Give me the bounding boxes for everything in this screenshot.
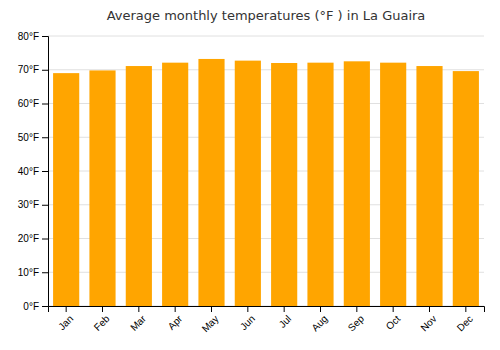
bar xyxy=(198,59,224,306)
x-tick-mark xyxy=(66,306,67,312)
y-tick-label: 10°F xyxy=(18,267,39,278)
x-tick-mark xyxy=(429,306,430,312)
x-tick: Jan xyxy=(56,306,75,332)
y-tick: 0°F xyxy=(23,301,48,312)
y-tick-mark xyxy=(42,239,48,240)
x-tick-mark xyxy=(356,306,357,312)
bar xyxy=(162,63,188,306)
y-tick: 40°F xyxy=(18,166,48,177)
y-tick: 20°F xyxy=(18,233,48,244)
x-axis: Jan Feb Mar Apr May Jun Jul Aug Sep Oct Nov Dec xyxy=(49,306,485,334)
y-tick-label: 20°F xyxy=(18,233,39,244)
y-tick-label: 60°F xyxy=(18,98,39,109)
grid xyxy=(48,36,484,306)
y-tick-mark xyxy=(42,104,48,105)
x-tick-mark xyxy=(284,306,285,312)
bar xyxy=(453,71,479,306)
x-tick-label: Dec xyxy=(455,313,475,333)
y-tick-label: 0°F xyxy=(23,301,39,312)
x-axis-line xyxy=(49,307,485,313)
bar xyxy=(235,61,261,306)
y-tick: 60°F xyxy=(18,98,48,109)
bars xyxy=(53,59,479,306)
bar xyxy=(380,63,406,306)
chart: 0°F 10°F 20°F 30°F 40°F 50°F 60°F 70°F 80°F Jan Fe… xyxy=(0,0,500,350)
x-tick-mark xyxy=(247,306,248,312)
bar xyxy=(416,66,442,306)
bar xyxy=(89,70,115,306)
bar xyxy=(307,63,333,306)
x-tick: Nov xyxy=(418,306,438,333)
grid-line xyxy=(48,36,484,37)
x-tick-label: May xyxy=(200,313,221,334)
y-tick-mark xyxy=(42,306,48,307)
y-tick: 70°F xyxy=(18,64,48,75)
x-tick-label: Aug xyxy=(309,313,329,333)
x-tick: Sep xyxy=(346,306,367,333)
x-tick-label: Nov xyxy=(418,313,438,333)
x-tick: Dec xyxy=(455,306,475,333)
x-tick-label: Sep xyxy=(346,313,367,334)
x-tick-label: Jul xyxy=(277,313,294,330)
y-tick-label: 40°F xyxy=(18,166,39,177)
y-tick-mark xyxy=(42,272,48,273)
bar xyxy=(344,61,370,306)
x-tick-label: Apr xyxy=(166,313,185,332)
x-tick-label: Feb xyxy=(92,313,112,333)
y-tick: 30°F xyxy=(18,199,48,210)
y-axis-line xyxy=(42,37,49,307)
x-tick: Feb xyxy=(92,306,112,333)
y-tick: 80°F xyxy=(18,31,48,42)
x-tick: Jun xyxy=(238,306,257,332)
x-tick-label: Mar xyxy=(128,313,148,333)
y-tick-mark xyxy=(42,205,48,206)
x-tick-mark xyxy=(211,306,212,312)
x-tick-mark xyxy=(138,306,139,312)
x-tick-mark xyxy=(102,306,103,312)
y-tick-label: 50°F xyxy=(18,132,39,143)
bar xyxy=(271,63,297,306)
x-tick: Jul xyxy=(277,306,294,330)
y-tick-label: 80°F xyxy=(18,31,39,42)
y-tick-mark xyxy=(42,36,48,37)
y-axis: 0°F 10°F 20°F 30°F 40°F 50°F 60°F 70°F 80°F xyxy=(18,31,49,312)
x-tick: Apr xyxy=(166,306,185,332)
x-tick-mark xyxy=(320,306,321,312)
x-tick-label: Jun xyxy=(238,313,257,332)
x-tick-label: Oct xyxy=(384,313,403,332)
x-tick-mark xyxy=(465,306,466,312)
y-tick-mark xyxy=(42,137,48,138)
y-tick-mark xyxy=(42,171,48,172)
bar xyxy=(53,73,79,306)
x-tick: May xyxy=(200,306,221,334)
x-tick: Mar xyxy=(128,306,148,333)
x-tick: Oct xyxy=(384,306,403,332)
x-tick-mark xyxy=(175,306,176,312)
y-tick-label: 70°F xyxy=(18,64,39,75)
y-tick-label: 30°F xyxy=(18,199,39,210)
plot: 0°F 10°F 20°F 30°F 40°F 50°F 60°F 70°F 80°F Jan Fe… xyxy=(18,31,485,335)
y-tick: 50°F xyxy=(18,132,48,143)
x-tick-mark xyxy=(393,306,394,312)
title: Average monthly temperatures (°F ) in La… xyxy=(107,8,426,23)
x-tick: Aug xyxy=(309,306,329,333)
x-tick-label: Jan xyxy=(56,313,75,332)
bar xyxy=(126,66,152,306)
y-tick-mark xyxy=(42,70,48,71)
y-tick: 10°F xyxy=(18,267,48,278)
